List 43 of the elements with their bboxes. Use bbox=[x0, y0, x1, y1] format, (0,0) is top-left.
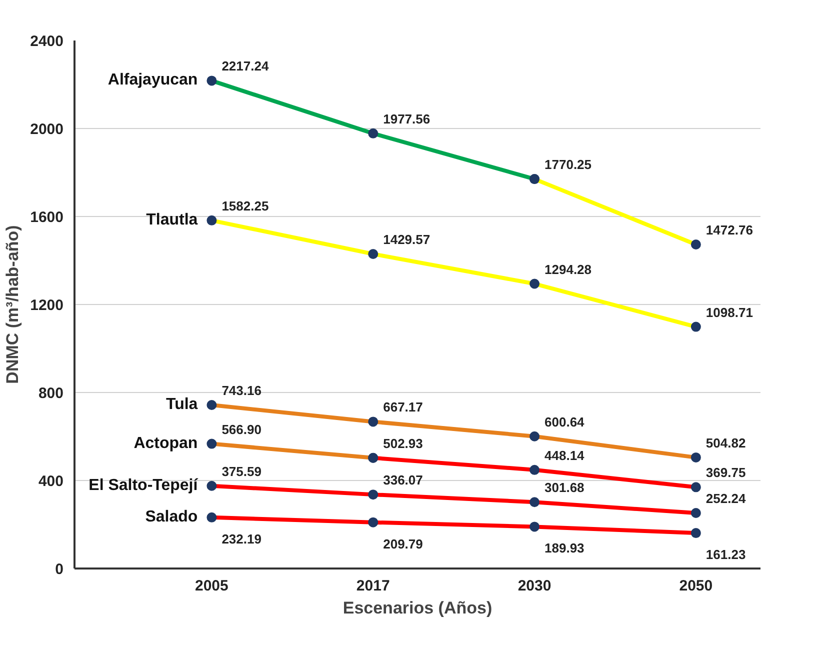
data-label: 1582.25 bbox=[222, 198, 269, 214]
data-label: 375.59 bbox=[222, 464, 262, 479]
series-label: Tula bbox=[166, 396, 198, 414]
data-label: 1770.25 bbox=[544, 157, 592, 172]
data-label: 566.90 bbox=[222, 422, 262, 437]
data-label: 743.16 bbox=[222, 383, 262, 398]
data-label: 448.14 bbox=[544, 448, 586, 463]
data-label: 161.23 bbox=[706, 547, 746, 562]
data-label: 1098.71 bbox=[706, 304, 753, 320]
x-tick-label: 2005 bbox=[195, 578, 228, 594]
x-tick-label: 2030 bbox=[518, 578, 552, 594]
x-tick-label: 2017 bbox=[356, 578, 390, 594]
series-label: Salado bbox=[145, 508, 198, 526]
x-tick-label: 2050 bbox=[679, 578, 713, 594]
series-label: Alfajayucan bbox=[108, 72, 198, 89]
data-label: 189.93 bbox=[544, 540, 584, 556]
data-label: 209.79 bbox=[383, 536, 423, 552]
y-tick-label: 1200 bbox=[30, 297, 64, 314]
y-tick-label: 0 bbox=[55, 561, 64, 578]
y-axis-title: DNMC (m³/hab-año) bbox=[3, 225, 22, 384]
data-label: 301.68 bbox=[544, 480, 584, 496]
y-tick-label: 800 bbox=[38, 385, 64, 402]
series-label: Tlautla bbox=[146, 211, 198, 228]
data-label: 2217.24 bbox=[222, 58, 270, 74]
data-label: 336.07 bbox=[383, 472, 423, 488]
y-tick-label: 2000 bbox=[30, 121, 64, 138]
data-label: 1294.28 bbox=[544, 262, 592, 277]
y-tick-label: 2400 bbox=[30, 33, 64, 50]
data-label: 502.93 bbox=[383, 436, 423, 451]
data-label: 1429.57 bbox=[383, 232, 430, 247]
data-label: 252.24 bbox=[706, 491, 746, 506]
data-label: 504.82 bbox=[706, 435, 746, 450]
data-label: 667.17 bbox=[383, 400, 423, 415]
series-label: Actopan bbox=[134, 434, 198, 452]
data-label: 369.75 bbox=[706, 465, 746, 480]
data-label: 600.64 bbox=[544, 414, 586, 430]
x-axis-title: Escenarios (Años) bbox=[342, 598, 492, 618]
y-tick-label: 400 bbox=[38, 473, 64, 490]
y-tick-label: 1600 bbox=[30, 209, 64, 226]
data-label: 1472.76 bbox=[706, 222, 753, 238]
data-label: 232.19 bbox=[222, 531, 262, 546]
series-label: El Salto-Tepejí bbox=[88, 476, 198, 494]
data-label: 1977.56 bbox=[383, 111, 430, 126]
